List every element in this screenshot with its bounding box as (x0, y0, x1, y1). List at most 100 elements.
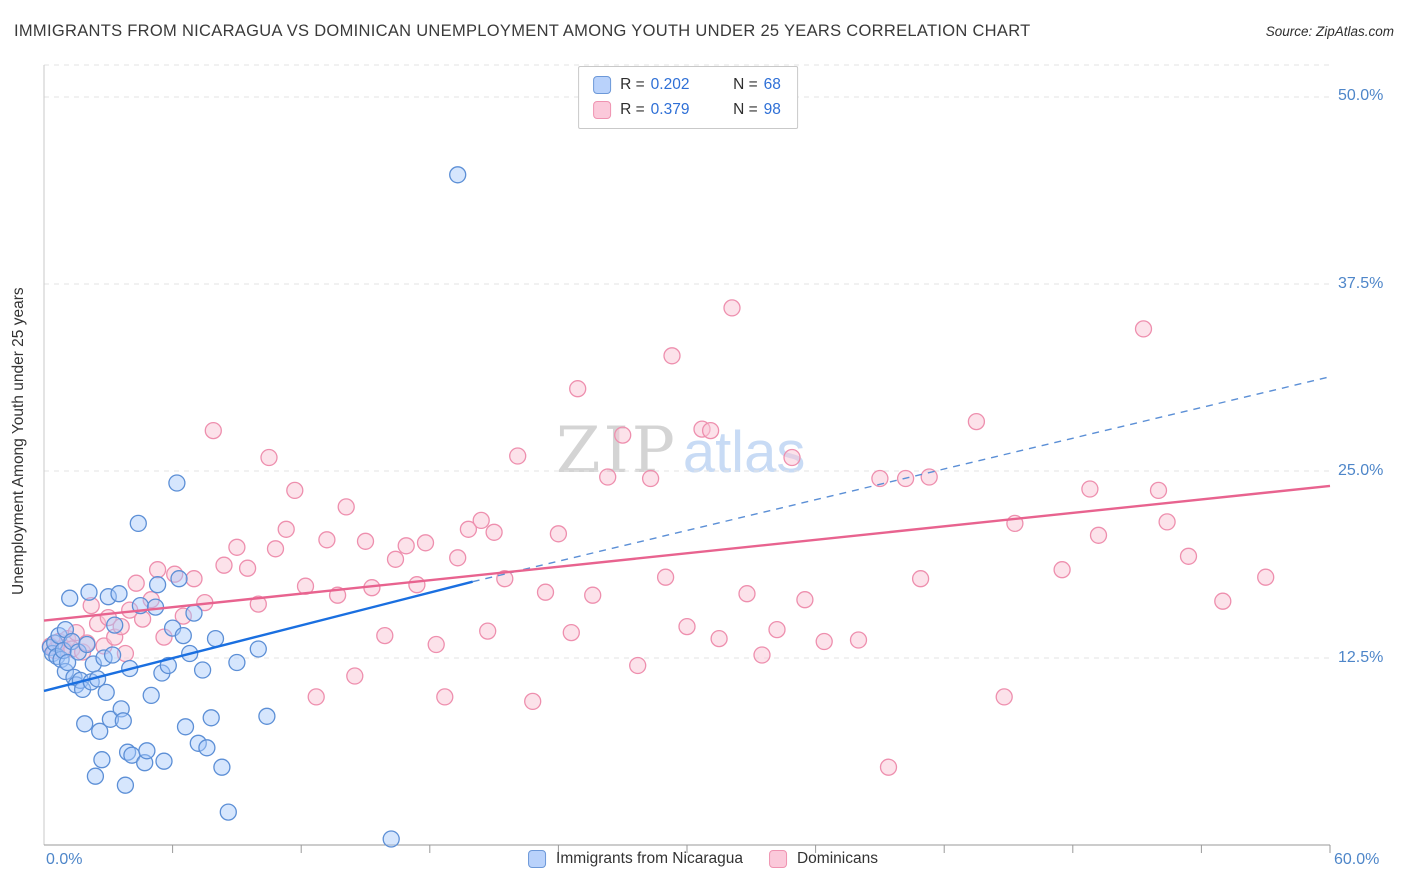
data-point[interactable] (995, 688, 1013, 706)
data-point[interactable] (524, 692, 542, 711)
data-point[interactable] (266, 540, 285, 558)
data-point[interactable] (249, 595, 267, 613)
data-point[interactable] (536, 583, 555, 601)
data-point[interactable] (663, 347, 681, 365)
data-point[interactable] (1089, 526, 1108, 544)
data-point[interactable] (849, 631, 868, 649)
data-point[interactable] (206, 629, 225, 648)
data-point[interactable] (1134, 320, 1153, 338)
data-point[interactable] (174, 626, 192, 645)
data-point[interactable] (408, 576, 426, 594)
data-point[interactable] (871, 469, 889, 488)
data-point[interactable] (82, 596, 100, 615)
data-point[interactable] (427, 635, 445, 654)
data-point[interactable] (599, 468, 617, 486)
data-point[interactable] (67, 623, 85, 642)
data-point[interactable] (99, 588, 117, 606)
data-point[interactable] (386, 550, 405, 568)
data-point[interactable] (193, 661, 212, 679)
data-point[interactable] (796, 591, 814, 609)
data-point[interactable] (127, 574, 145, 592)
data-point[interactable] (213, 758, 231, 776)
data-point[interactable] (185, 570, 203, 588)
data-point[interactable] (101, 710, 120, 728)
data-point[interactable] (815, 632, 833, 651)
data-point[interactable] (629, 656, 647, 675)
data-point[interactable] (260, 448, 278, 467)
data-point[interactable] (148, 576, 167, 594)
data-point[interactable] (346, 667, 364, 685)
data-point[interactable] (549, 525, 568, 543)
data-point[interactable] (753, 646, 771, 664)
data-point[interactable] (219, 803, 237, 821)
data-point[interactable] (656, 568, 675, 586)
data-point[interactable] (106, 616, 124, 634)
data-point[interactable] (584, 586, 602, 604)
data-point[interactable] (189, 734, 207, 752)
data-point[interactable] (114, 712, 132, 730)
data-point[interactable] (1179, 547, 1198, 565)
data-point[interactable] (204, 421, 222, 440)
data-point[interactable] (738, 585, 756, 603)
data-point[interactable] (174, 607, 192, 625)
data-point[interactable] (967, 412, 986, 431)
data-point[interactable] (449, 549, 467, 567)
data-point[interactable] (678, 617, 696, 636)
data-point[interactable] (449, 166, 467, 184)
data-point[interactable] (376, 626, 394, 645)
data-point[interactable] (614, 426, 632, 444)
data-point[interactable] (1081, 480, 1099, 498)
data-point[interactable] (356, 532, 375, 550)
data-point[interactable] (61, 589, 79, 607)
data-point[interactable] (116, 776, 135, 794)
data-point[interactable] (397, 537, 415, 555)
data-point[interactable] (228, 538, 246, 556)
data-point[interactable] (146, 598, 165, 616)
data-point[interactable] (215, 556, 233, 574)
data-point[interactable] (238, 559, 257, 577)
data-point[interactable] (768, 620, 786, 639)
data-point[interactable] (198, 739, 216, 757)
data-point[interactable] (58, 653, 77, 672)
data-point[interactable] (148, 561, 167, 579)
data-point[interactable] (103, 646, 122, 664)
data-point[interactable] (641, 469, 660, 488)
data-point[interactable] (155, 628, 173, 646)
data-point[interactable] (78, 635, 96, 654)
data-point[interactable] (307, 688, 325, 706)
data-point[interactable] (569, 380, 587, 398)
data-point[interactable] (91, 722, 109, 740)
data-point[interactable] (142, 686, 160, 705)
data-point[interactable] (277, 520, 295, 538)
data-point[interactable] (249, 640, 267, 658)
data-point[interactable] (80, 583, 98, 601)
data-point[interactable] (472, 511, 490, 530)
data-point[interactable] (911, 570, 930, 588)
data-point[interactable] (710, 629, 728, 648)
data-point[interactable] (86, 767, 105, 785)
data-point[interactable] (879, 758, 898, 776)
data-point[interactable] (97, 683, 115, 702)
data-point[interactable] (176, 718, 195, 736)
data-point[interactable] (76, 715, 94, 733)
data-point[interactable] (170, 570, 188, 588)
data-point[interactable] (479, 622, 497, 640)
data-point[interactable] (416, 534, 435, 552)
data-point[interactable] (258, 707, 276, 725)
data-point[interactable] (459, 520, 478, 538)
data-point[interactable] (509, 447, 527, 465)
data-point[interactable] (382, 830, 400, 848)
data-point[interactable] (783, 448, 801, 467)
data-point[interactable] (485, 523, 503, 541)
data-point[interactable] (1214, 592, 1232, 610)
data-point[interactable] (168, 474, 186, 492)
data-point[interactable] (228, 653, 246, 672)
data-point[interactable] (1149, 481, 1168, 500)
data-point[interactable] (1257, 568, 1275, 586)
data-point[interactable] (129, 514, 147, 533)
data-point[interactable] (138, 742, 156, 760)
data-point[interactable] (1053, 561, 1071, 579)
data-point[interactable] (110, 585, 128, 603)
data-point[interactable] (701, 421, 720, 440)
data-point[interactable] (920, 468, 938, 486)
